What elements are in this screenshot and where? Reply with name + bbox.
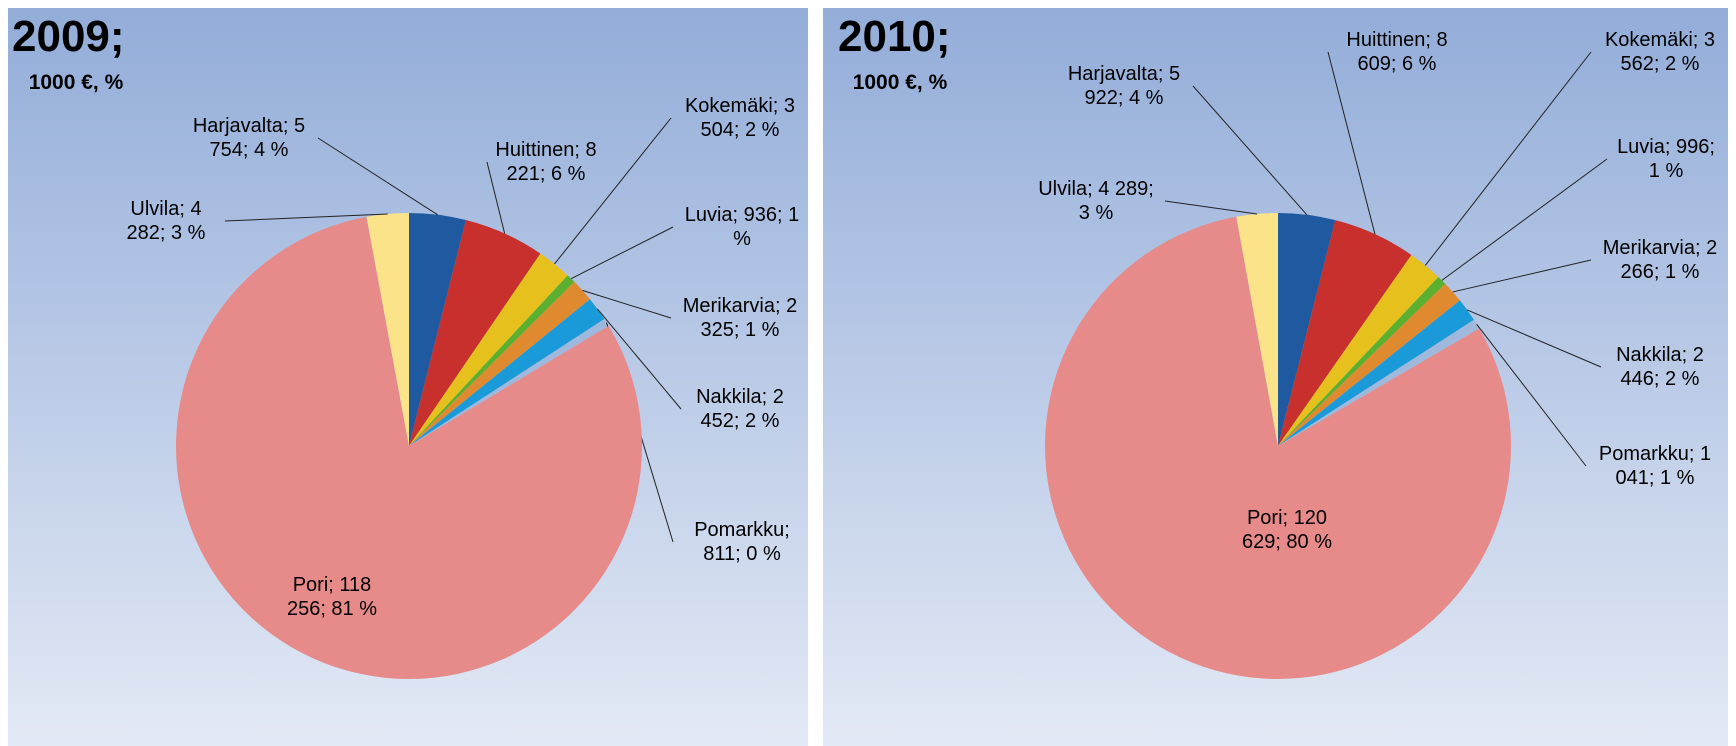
label-text: Huittinen; — [495, 139, 580, 161]
label-text: 2 266; 1 % — [1620, 237, 1718, 283]
leader-line — [570, 226, 674, 280]
leader-line — [554, 117, 672, 265]
data-label: Nakkila; 2 452; 2 % — [685, 385, 795, 433]
data-label: Nakkila; 2 446; 2 % — [1605, 343, 1715, 391]
data-label: Harjavalta; 5 754; 4 % — [184, 114, 314, 162]
label-text: 8 609; 6 % — [1357, 29, 1448, 75]
label-text: Ulvila; — [130, 198, 185, 220]
pie-slice — [366, 213, 409, 446]
label-text: 5 754; 4 % — [209, 115, 306, 161]
chart-title: 2009; — [12, 12, 125, 61]
label-text: 118 256; 81 % — [286, 574, 378, 620]
data-label: Kokemäki; 3 562; 2 % — [1595, 28, 1725, 76]
pie-slice — [409, 253, 568, 446]
data-label: Luvia; 936; 1 % — [677, 203, 807, 251]
label-text: Kokemäki; — [1604, 29, 1699, 51]
pie-slice — [409, 299, 605, 446]
pie-slice — [1278, 300, 1474, 446]
data-label: Kokemäki; 3 504; 2 % — [675, 94, 805, 142]
pie-slice — [1278, 276, 1446, 446]
label-text: Ulvila; — [1038, 178, 1093, 200]
label-text: Merikarvia; — [1602, 237, 1701, 259]
pie-slice — [1236, 213, 1278, 446]
label-text: 936; 1 % — [733, 204, 800, 250]
data-label: Pori; 118 256; 81 % — [277, 573, 387, 621]
data-label: Harjavalta; 5 922; 4 % — [1059, 62, 1189, 110]
label-text: 5 922; 4 % — [1084, 63, 1181, 109]
leader-line — [597, 308, 682, 410]
pie-slice — [409, 213, 466, 446]
label-text: Pori; — [292, 574, 334, 596]
data-label: Merikarvia; 2 325; 1 % — [675, 294, 805, 342]
leader-line — [486, 161, 506, 234]
label-text: Harjavalta; — [192, 115, 289, 137]
label-text: 2 446; 2 % — [1620, 344, 1704, 390]
label-text: 1 041; 1 % — [1615, 443, 1712, 489]
data-label: Ulvila; 4 282; 3 % — [111, 197, 221, 245]
leader-line — [1424, 51, 1592, 266]
label-text: Nakkila; — [696, 386, 768, 408]
pie-slice — [409, 220, 541, 446]
data-label: Pomarkku; 1 041; 1 % — [1590, 442, 1720, 490]
label-text: 3 504; 2 % — [700, 95, 796, 141]
pie-slice — [1278, 283, 1460, 446]
pie-slice — [1278, 254, 1439, 446]
leader-line — [224, 213, 388, 222]
leader-line — [1441, 158, 1608, 281]
data-label: Pori; 120 629; 80 % — [1232, 506, 1342, 554]
leader-line — [317, 137, 438, 216]
label-text: Harjavalta; — [1067, 63, 1164, 85]
pie-slice — [1278, 213, 1336, 446]
leader-line — [1327, 51, 1376, 235]
label-text: Merikarvia; — [682, 295, 781, 317]
label-text: 4 289; 3 % — [1078, 178, 1154, 224]
leader-line — [1476, 323, 1587, 467]
data-label: Ulvila; 4 289; 3 % — [1031, 177, 1161, 225]
label-text: 4 282; 3 % — [126, 198, 206, 244]
leader-line — [1164, 200, 1258, 215]
chart-subtitle: 1000 €, % — [28, 71, 124, 94]
label-text: 996; 1 % — [1648, 136, 1715, 182]
leader-line — [1466, 309, 1602, 368]
label-text: 120 629; 80 % — [1241, 507, 1333, 553]
pie-slice — [409, 275, 575, 446]
label-text: Pori; — [1246, 507, 1289, 529]
label-text: 2 452; 2 % — [700, 386, 784, 432]
chart-subtitle: 1000 €, % — [852, 71, 948, 94]
data-label: Merikarvia; 2 266; 1 % — [1595, 236, 1725, 284]
pie-slice — [1045, 216, 1511, 679]
pie-slice — [409, 281, 590, 446]
data-label: Pomarkku; 811; 0 % — [677, 518, 807, 566]
label-text: Nakkila; — [1616, 344, 1688, 366]
label-text: 3 562; 2 % — [1620, 29, 1716, 75]
pie-slice — [1278, 220, 1412, 446]
data-label: Huittinen; 8 609; 6 % — [1332, 28, 1462, 76]
label-text: Luvia; — [684, 204, 739, 226]
label-text: 811; 0 % — [703, 543, 781, 565]
data-label: Luvia; 996; 1 % — [1611, 135, 1721, 183]
label-text: Kokemäki; — [684, 95, 779, 117]
label-text: Huittinen; — [1346, 29, 1431, 51]
label-text: Luvia; — [1617, 136, 1671, 158]
label-text: Pomarkku; — [1598, 443, 1695, 465]
pie-slice — [176, 216, 643, 679]
leader-line — [1192, 85, 1308, 216]
label-text: Pomarkku; — [694, 519, 790, 541]
pie-slice — [409, 319, 609, 446]
leader-line — [1452, 259, 1592, 293]
leader-line — [582, 289, 672, 319]
pie-slice — [1278, 319, 1480, 446]
label-text: 8 221; 6 % — [506, 139, 597, 185]
chart-title: 2010; — [838, 12, 951, 61]
label-text: 2 325; 1 % — [700, 295, 798, 341]
data-label: Huittinen; 8 221; 6 % — [491, 138, 601, 186]
